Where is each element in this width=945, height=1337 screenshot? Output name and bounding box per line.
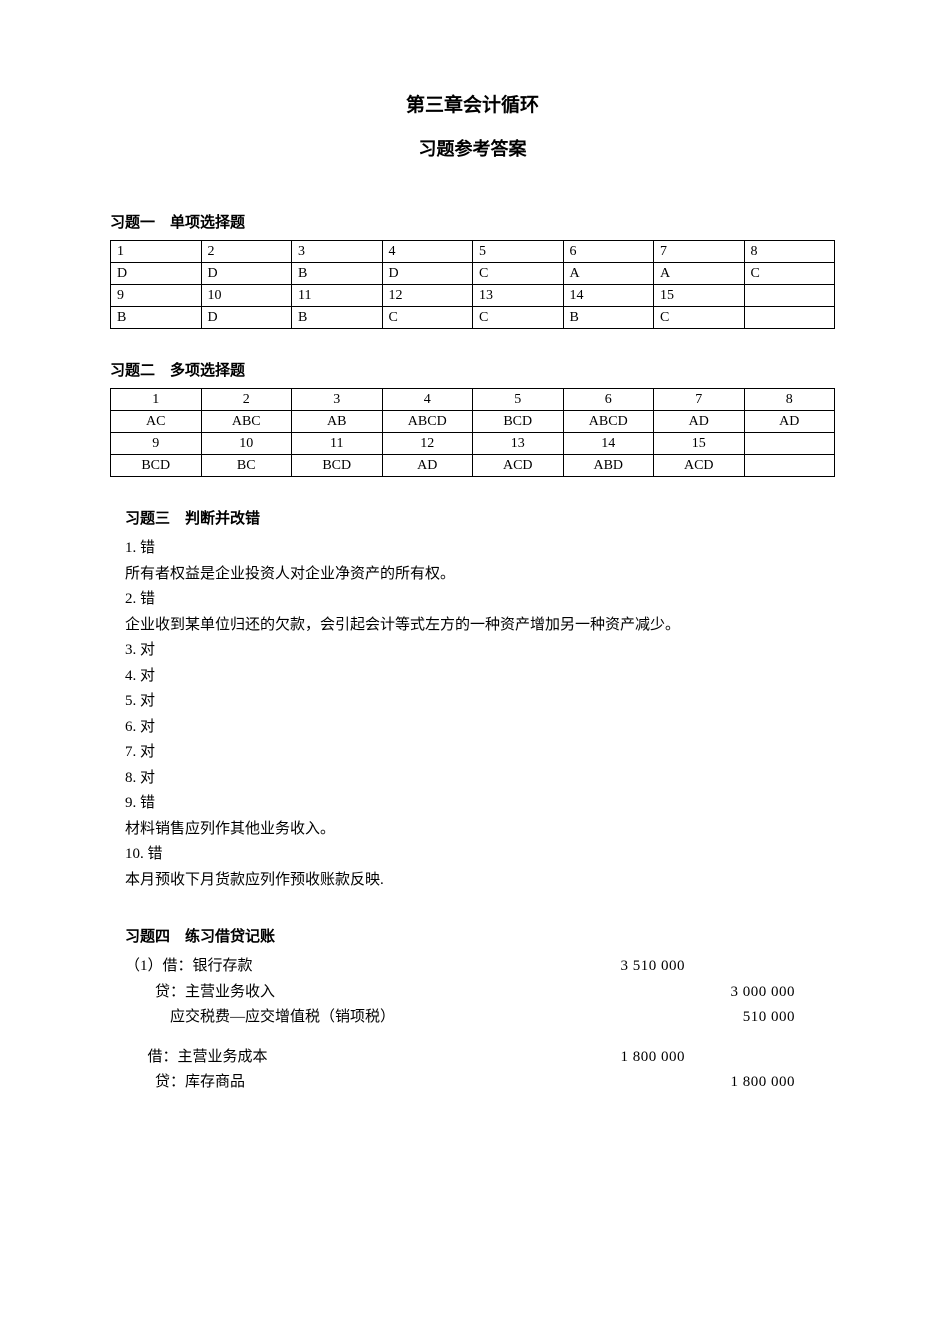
table-row: DDBDCAAC (111, 263, 835, 285)
entry-label: 贷： (125, 1070, 185, 1096)
section4-heading: 习题四 练习借贷记账 (125, 925, 835, 946)
table-row: 12345678 (111, 389, 835, 411)
tf-line: 10. 错 (125, 842, 835, 868)
entry-label (125, 1005, 170, 1031)
tf-line: 4. 对 (125, 664, 835, 690)
entry-amount: 1 800 000 (268, 1045, 835, 1071)
chapter-title: 第三章会计循环 (110, 90, 835, 117)
section4-body: （1）借： 银行存款 3 510 000 贷： 主营业务收入 3 000 000… (125, 954, 835, 1096)
journal-line: 贷： 库存商品 1 800 000 (125, 1070, 835, 1096)
tf-line: 本月预收下月货款应列作预收账款反映. (125, 868, 835, 894)
tf-line: 3. 对 (125, 638, 835, 664)
entry-gap (125, 1031, 835, 1045)
journal-line: 借： 主营业务成本 1 800 000 (125, 1045, 835, 1071)
tf-line: 2. 错 (125, 587, 835, 613)
table-row: BDBCCBC (111, 307, 835, 329)
entry-amount: 1 800 000 (245, 1070, 835, 1096)
journal-line: （1）借： 银行存款 3 510 000 (125, 954, 835, 980)
table-row: ACABCABABCDBCDABCDADAD (111, 411, 835, 433)
tf-line: 所有者权益是企业投资人对企业净资产的所有权。 (125, 562, 835, 588)
entry-desc: 银行存款 (193, 954, 253, 980)
table-row: 12345678 (111, 241, 835, 263)
entry-amount: 3 510 000 (253, 954, 835, 980)
tf-line: 企业收到某单位归还的欠款，会引起会计等式左方的一种资产增加另一种资产减少。 (125, 613, 835, 639)
tf-line: 7. 对 (125, 740, 835, 766)
journal-line: 应交税费—应交增值税（销项税） 510 000 (125, 1005, 835, 1031)
tf-line: 9. 错 (125, 791, 835, 817)
section1-table: 12345678 DDBDCAAC 9101112131415 BDBCCBC (110, 240, 835, 329)
section3-heading: 习题三 判断并改错 (125, 507, 835, 528)
table-row: 9101112131415 (111, 433, 835, 455)
entry-label: 借： (125, 1045, 178, 1071)
section3-body: 1. 错 所有者权益是企业投资人对企业净资产的所有权。 2. 错 企业收到某单位… (125, 536, 835, 893)
entry-label: （1）借： (125, 954, 193, 980)
tf-line: 8. 对 (125, 766, 835, 792)
table-row: 9101112131415 (111, 285, 835, 307)
section2-table: 12345678 ACABCABABCDBCDABCDADAD 91011121… (110, 388, 835, 477)
section1-heading: 习题一 单项选择题 (110, 211, 835, 232)
tf-line: 5. 对 (125, 689, 835, 715)
tf-line: 1. 错 (125, 536, 835, 562)
entry-label: 贷： (125, 980, 185, 1006)
section2-heading: 习题二 多项选择题 (110, 359, 835, 380)
journal-line: 贷： 主营业务收入 3 000 000 (125, 980, 835, 1006)
entry-desc: 库存商品 (185, 1070, 245, 1096)
tf-line: 材料销售应列作其他业务收入。 (125, 817, 835, 843)
subtitle: 习题参考答案 (110, 135, 835, 161)
table-row: BCDBCBCDADACDABDACD (111, 455, 835, 477)
entry-amount: 510 000 (395, 1005, 835, 1031)
tf-line: 6. 对 (125, 715, 835, 741)
entry-amount: 3 000 000 (275, 980, 835, 1006)
entry-desc: 主营业务成本 (178, 1045, 268, 1071)
entry-desc: 应交税费—应交增值税（销项税） (170, 1005, 395, 1031)
entry-desc: 主营业务收入 (185, 980, 275, 1006)
